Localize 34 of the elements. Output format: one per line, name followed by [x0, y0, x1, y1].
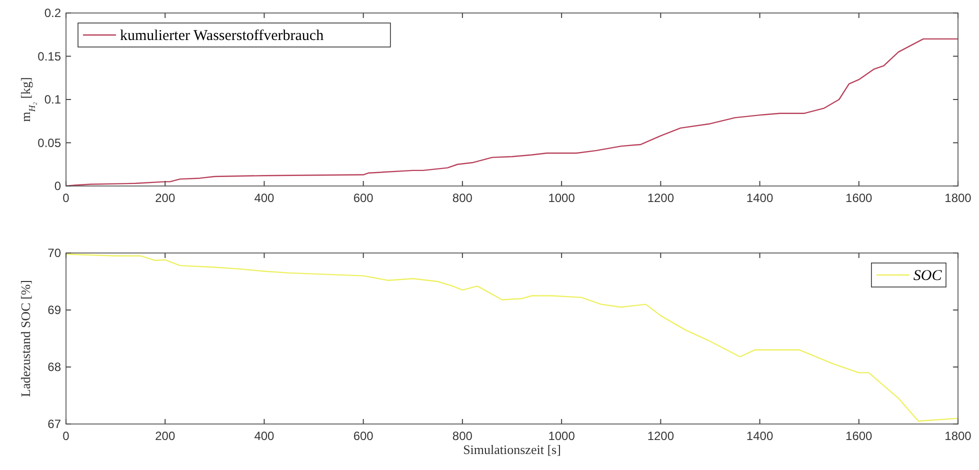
y-tick-label: 68 [48, 360, 62, 374]
x-tick-label: 400 [254, 429, 275, 443]
x-tick-label: 800 [452, 429, 473, 443]
x-tick-label: 1800 [944, 191, 972, 205]
x-tick-label: 600 [353, 191, 374, 205]
y-tick-label: 0 [54, 179, 62, 193]
x-tick-label: 0 [62, 429, 70, 443]
x-tick-label: 1600 [846, 429, 873, 443]
x-tick-label: 1400 [746, 191, 774, 205]
y-tick-label: 0.2 [44, 6, 62, 20]
x-axis-title: Simulationszeit [s] [463, 442, 561, 457]
x-tick-label: 1400 [746, 429, 774, 443]
x-tick-label: 200 [155, 429, 176, 443]
line-series [65, 254, 959, 422]
y-tick-label: 0.05 [38, 136, 62, 150]
x-tick-label: 400 [254, 191, 275, 205]
legend-label: kumulierter Wasserstoffverbrauch [120, 28, 324, 44]
y-tick-label: 67 [48, 417, 62, 431]
y-tick-label: 70 [48, 246, 62, 260]
y-tick-label: 0.1 [44, 92, 62, 106]
x-tick-label: 1000 [548, 429, 576, 443]
y-tick-label: 0.15 [38, 49, 62, 64]
y-tick-label: 69 [48, 303, 62, 317]
x-tick-label: 1200 [647, 191, 674, 205]
x-tick-label: 600 [353, 429, 374, 443]
x-tick-label: 1800 [944, 429, 972, 443]
x-tick-label: 1200 [647, 429, 674, 443]
x-tick-label: 800 [452, 191, 473, 205]
x-tick-label: 1600 [846, 191, 873, 205]
y-axis-title: Ladezustand SOC [%] [18, 280, 33, 397]
legend-label: SOC [913, 268, 943, 284]
x-tick-label: 1000 [548, 191, 576, 205]
x-tick-label: 200 [155, 191, 176, 205]
x-tick-label: 0 [62, 191, 70, 205]
